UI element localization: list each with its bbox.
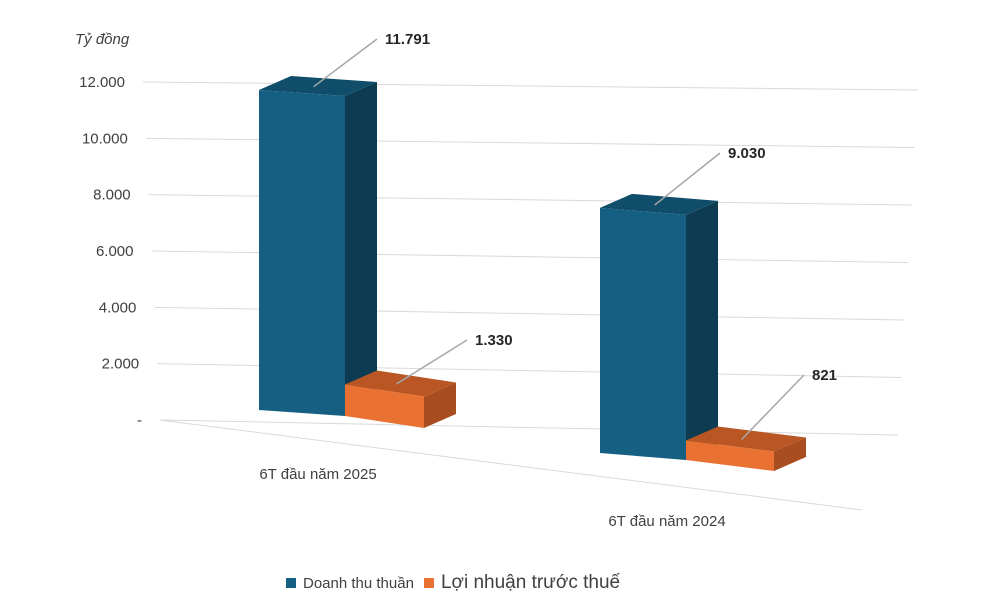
bar-side-face xyxy=(686,200,718,460)
data-label: 11.791 xyxy=(385,31,430,48)
legend-item-revenue: Doanh thu thuần xyxy=(286,575,414,592)
data-label: 821 xyxy=(812,367,837,384)
bar-front-face xyxy=(600,207,686,460)
bar-side-face xyxy=(774,437,806,471)
leader-line xyxy=(654,152,721,206)
y-tick-label: 12.000 xyxy=(79,74,125,91)
y-tick-label: 6.000 xyxy=(96,243,134,260)
bars xyxy=(259,76,806,471)
legend: Doanh thu thuần Lợi nhuận trước thuế xyxy=(286,572,630,594)
leader-line xyxy=(396,339,468,385)
unit-label: Tỷ đồng xyxy=(75,31,130,48)
legend-label-revenue: Doanh thu thuần xyxy=(303,574,414,592)
y-tick-label: 2.000 xyxy=(102,356,140,373)
y-tick-label: - xyxy=(137,412,142,429)
bar-top-face xyxy=(686,426,806,452)
y-tick-label: 8.000 xyxy=(93,187,131,204)
bar-top-face xyxy=(600,193,718,215)
bar-revenue-0 xyxy=(259,76,377,416)
bar-front-face xyxy=(259,90,345,416)
bar-top-face xyxy=(345,370,456,397)
leader-line xyxy=(741,374,805,441)
bar-revenue-1 xyxy=(600,193,718,460)
floor-edge xyxy=(159,419,863,511)
legend-label-profit: Lợi nhuận trước thuế xyxy=(440,572,621,593)
gridline xyxy=(142,81,919,91)
y-axis-ticks: - 2.000 4.000 6.000 8.000 10.000 12.000 xyxy=(79,74,142,429)
category-label: 6T đầu năm 2024 xyxy=(608,513,725,530)
y-tick-label: 10.000 xyxy=(82,130,128,147)
bar-side-face xyxy=(345,82,377,416)
category-label: 6T đầu năm 2025 xyxy=(259,466,376,483)
bar-profit-0 xyxy=(345,370,456,428)
y-tick-label: 4.000 xyxy=(99,299,137,316)
legend-swatch-revenue xyxy=(286,578,296,588)
data-label: 1.330 xyxy=(475,332,513,349)
bar-profit-1 xyxy=(686,426,806,471)
bar-top-face xyxy=(259,76,377,96)
gridline xyxy=(159,419,899,436)
legend-item-profit: Lợi nhuận trước thuế xyxy=(423,572,621,594)
bar-front-face xyxy=(686,440,774,471)
category-labels: 6T đầu năm 2025 6T đầu năm 2024 xyxy=(259,466,725,530)
data-labels: 11.791 1.330 9.030 821 xyxy=(313,31,837,441)
leader-line xyxy=(313,38,378,88)
bar-front-face xyxy=(345,384,424,428)
bar-side-face xyxy=(424,382,456,428)
data-label: 9.030 xyxy=(728,145,766,162)
legend-swatch-profit xyxy=(423,578,434,588)
